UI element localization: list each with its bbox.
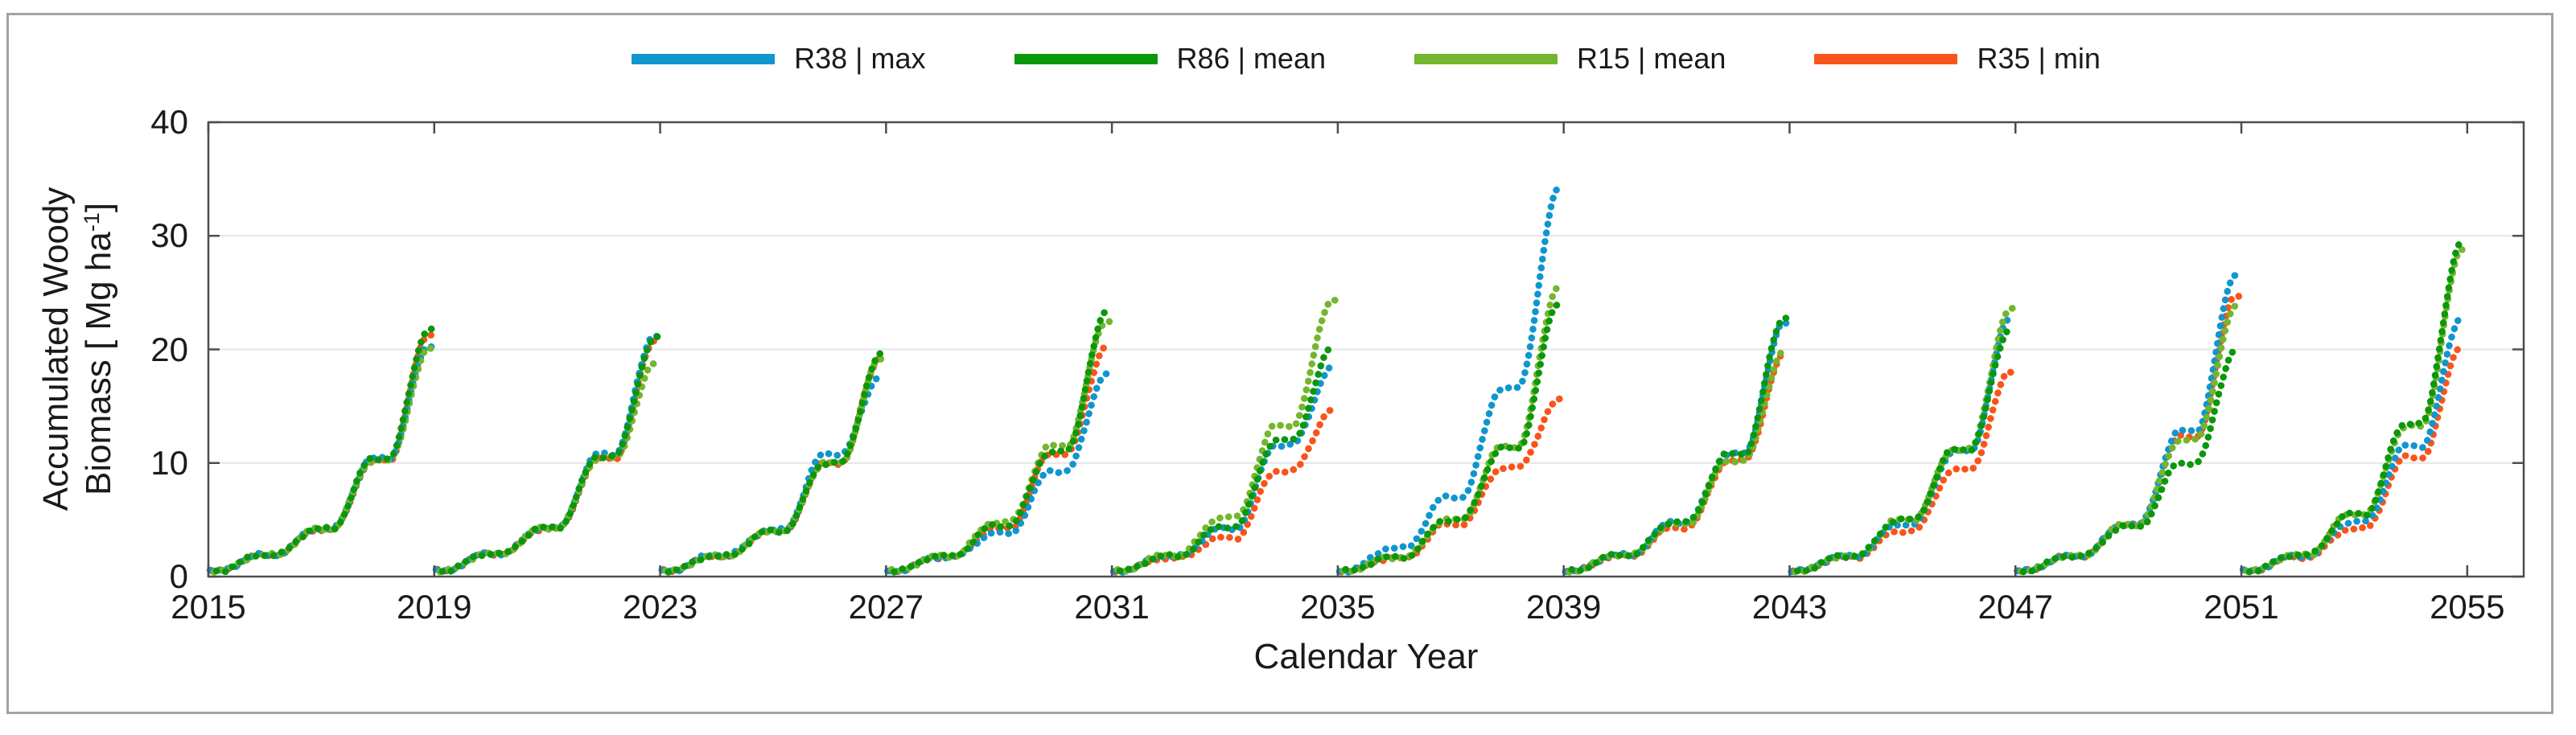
x-tick-label: 2027 — [848, 588, 924, 626]
x-tick-label: 2055 — [2430, 588, 2505, 626]
series-line-R38 — [206, 185, 2468, 576]
x-tick-label: 2039 — [1525, 588, 1602, 626]
x-tick-label: 2015 — [171, 588, 246, 626]
legend: R38 | max R86 | mean R15 | mean R35 | min — [208, 42, 2524, 76]
legend-item-R15: R15 | mean — [1414, 42, 1726, 76]
legend-item-R38: R38 | max — [632, 42, 926, 76]
x-tick-label: 2031 — [1074, 588, 1150, 626]
x-tick-label: 2023 — [622, 588, 698, 626]
x-tick-label: 2035 — [1300, 588, 1376, 626]
legend-label-R35: R35 | min — [1977, 42, 2101, 75]
x-tick-label: 2051 — [2204, 588, 2279, 626]
legend-label-R86: R86 | mean — [1176, 42, 1326, 75]
legend-swatch-R38 — [632, 53, 776, 64]
y-tick-label: 40 — [150, 103, 188, 141]
figure-frame — [6, 13, 2553, 714]
legend-swatch-R86 — [1014, 53, 1158, 64]
x-tick-label: 2019 — [397, 588, 472, 626]
series-line-R15 — [206, 246, 2468, 576]
y-tick-label: 10 — [150, 443, 188, 482]
y-tick-label: 0 — [169, 557, 188, 595]
legend-swatch-R35 — [1814, 53, 1958, 64]
legend-item-R35: R35 | min — [1814, 42, 2101, 76]
x-axis-title: Calendar Year — [1253, 637, 1479, 676]
legend-swatch-R15 — [1414, 53, 1558, 64]
x-tick-label: 2047 — [1977, 588, 2053, 626]
legend-label-R38: R38 | max — [794, 42, 926, 75]
x-tick-label: 2043 — [1751, 588, 1828, 626]
legend-item-R86: R86 | mean — [1014, 42, 1326, 76]
legend-label-R15: R15 | mean — [1577, 42, 1726, 75]
y-tick-label: 30 — [150, 216, 188, 255]
series-line-R86 — [206, 236, 2468, 576]
y-axis-title-line2-post: ] — [79, 203, 118, 213]
y-tick-label: 20 — [150, 330, 188, 368]
